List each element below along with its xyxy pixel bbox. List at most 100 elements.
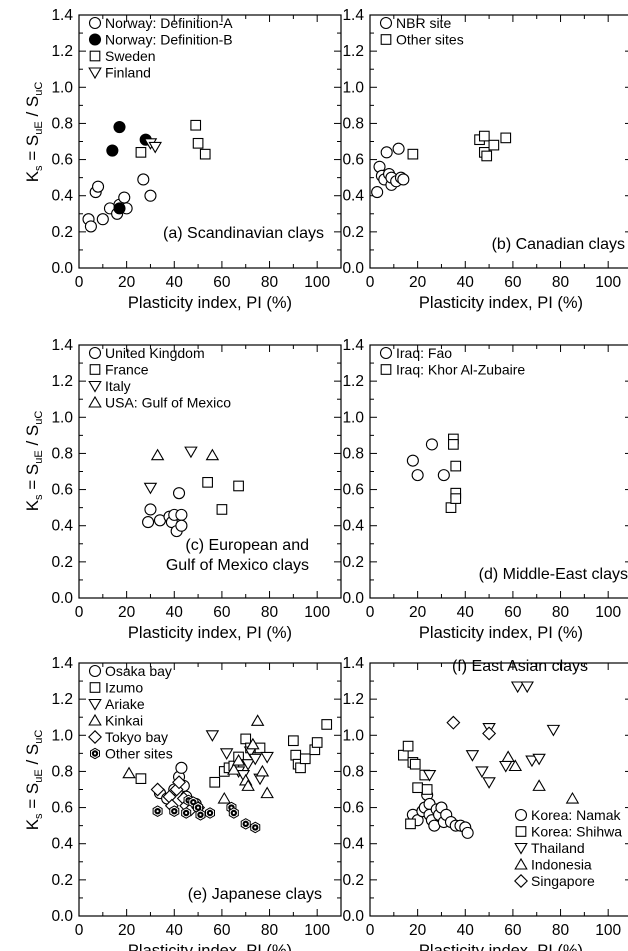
data-point <box>202 476 213 488</box>
x-tick-label: 100 <box>304 274 330 291</box>
data-point <box>295 762 306 774</box>
legend-label: Korea: Namak <box>531 807 621 823</box>
data-point <box>92 180 105 193</box>
x-tick-label: 80 <box>261 922 279 939</box>
legend-label: Norway: Definition-B <box>105 32 233 48</box>
x-axis-label: Plasticity index, PI (%) <box>419 294 583 312</box>
y-tick-label: 1.0 <box>342 79 364 96</box>
legend-marker <box>88 346 102 360</box>
y-label-slash: / S <box>23 744 42 770</box>
data-point <box>409 758 421 770</box>
y-label-sub-ue: uE <box>33 769 45 782</box>
legend-marker <box>380 364 392 375</box>
data-point <box>205 730 220 742</box>
data-point <box>475 766 489 779</box>
legend-marker <box>514 874 528 888</box>
x-tick-label: 100 <box>304 604 330 621</box>
x-tick-label: 80 <box>261 604 279 621</box>
panel-caption: (d) Middle-East clays <box>479 566 628 583</box>
x-axis-label: Plasticity index, PI (%) <box>419 624 583 642</box>
y-tick-label: 1.4 <box>342 337 364 354</box>
x-tick-label: 20 <box>409 922 427 939</box>
legend-label: Other sites <box>105 746 173 762</box>
x-tick-label: 80 <box>552 922 570 939</box>
series-2 <box>397 740 433 830</box>
x-tick-label: 20 <box>409 274 427 291</box>
x-tick-label: 100 <box>595 922 621 939</box>
data-point <box>135 146 147 158</box>
data-point <box>448 439 459 450</box>
legend-label: France <box>105 362 149 378</box>
data-point <box>565 791 580 804</box>
series-1 <box>406 438 450 482</box>
panel-1: 0.0 0.2 0.4 0.6 0.8 1.0 1.2 1.4 0 20 40 60 80 100 Plas… <box>51 7 342 312</box>
legend-label: Finland <box>105 65 151 81</box>
data-point <box>488 139 500 151</box>
y-tick-label: 0.8 <box>51 763 73 780</box>
y-label-eq: = S <box>23 464 42 495</box>
data-point <box>501 750 515 763</box>
data-point <box>96 213 109 226</box>
data-point <box>175 508 188 521</box>
x-tick-label: 60 <box>213 604 231 621</box>
panel-4: 0.0 0.2 0.4 0.6 0.8 1.0 1.2 1.4 0 20 40 60 80 100 Plas… <box>342 337 628 642</box>
data-point <box>425 438 438 451</box>
series-1 <box>371 142 410 199</box>
y-tick-label: 0.6 <box>342 800 364 817</box>
data-point <box>445 502 457 513</box>
data-point <box>520 681 534 694</box>
data-point <box>233 480 244 492</box>
y-axis-label-bottom: Ks = SuE / SuC <box>23 730 45 831</box>
data-point <box>288 735 299 747</box>
data-point <box>532 779 546 791</box>
data-point <box>181 807 192 819</box>
data-point <box>450 460 462 472</box>
x-axis-label: Plasticity index, PI (%) <box>128 294 292 312</box>
data-point <box>250 714 265 726</box>
legend-marker <box>514 857 528 870</box>
data-point <box>546 724 561 737</box>
legend-label: Osaka bay <box>105 663 172 679</box>
y-tick-label: 0.2 <box>342 224 364 241</box>
data-point <box>446 715 461 730</box>
x-tick-label: 40 <box>166 922 184 939</box>
x-tick-label: 40 <box>166 274 184 291</box>
data-point <box>172 487 186 500</box>
x-tick-label: 80 <box>552 604 570 621</box>
x-tick-label: 60 <box>213 922 231 939</box>
data-point <box>465 750 480 762</box>
data-point <box>321 719 333 730</box>
series-3 <box>135 119 211 160</box>
x-tick-label: 0 <box>366 274 375 291</box>
x-tick-label: 0 <box>366 922 375 939</box>
x-tick-label: 40 <box>457 274 475 291</box>
data-point <box>461 826 474 839</box>
data-point <box>150 448 165 461</box>
panel-5: 0.0 0.2 0.4 0.6 0.8 1.0 1.2 1.4 0 20 40 60 80 100 Plas… <box>51 655 342 951</box>
plot-frame <box>369 344 628 599</box>
data-point <box>371 186 384 199</box>
data-point <box>240 733 252 745</box>
legend-label: Indonesia <box>531 857 592 873</box>
data-point <box>199 148 211 160</box>
panel-caption: (a) Scandinavian clays <box>163 225 324 242</box>
data-point <box>290 749 302 761</box>
x-tick-label: 100 <box>595 274 621 291</box>
y-tick-label: 0.2 <box>51 224 73 241</box>
legend-marker <box>379 16 393 30</box>
legend-marker <box>515 826 527 837</box>
legend-marker <box>90 747 100 760</box>
panel-2: 0.0 0.2 0.4 0.6 0.8 1.0 1.2 1.4 0 20 40 60 80 100 Plas… <box>342 7 628 312</box>
x-tick-label: 40 <box>457 922 475 939</box>
data-point <box>241 759 255 771</box>
legend-label: USA: Gulf of Mexico <box>105 395 231 411</box>
data-point <box>407 148 419 160</box>
y-tick-label: 0.6 <box>51 482 73 499</box>
data-point <box>205 807 215 819</box>
y-tick-label: 0.4 <box>342 836 364 853</box>
legend-label: United Kingdom <box>105 345 205 361</box>
